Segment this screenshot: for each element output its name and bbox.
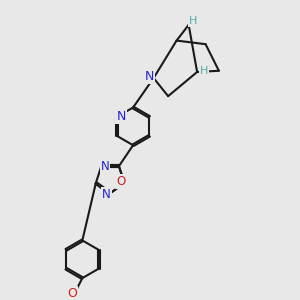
Text: H: H <box>200 66 208 76</box>
Text: O: O <box>68 287 77 300</box>
Text: N: N <box>100 160 109 173</box>
Text: N: N <box>116 110 126 123</box>
Text: H: H <box>189 16 198 26</box>
Text: N: N <box>102 188 111 201</box>
Text: O: O <box>116 175 125 188</box>
Text: N: N <box>145 70 154 83</box>
